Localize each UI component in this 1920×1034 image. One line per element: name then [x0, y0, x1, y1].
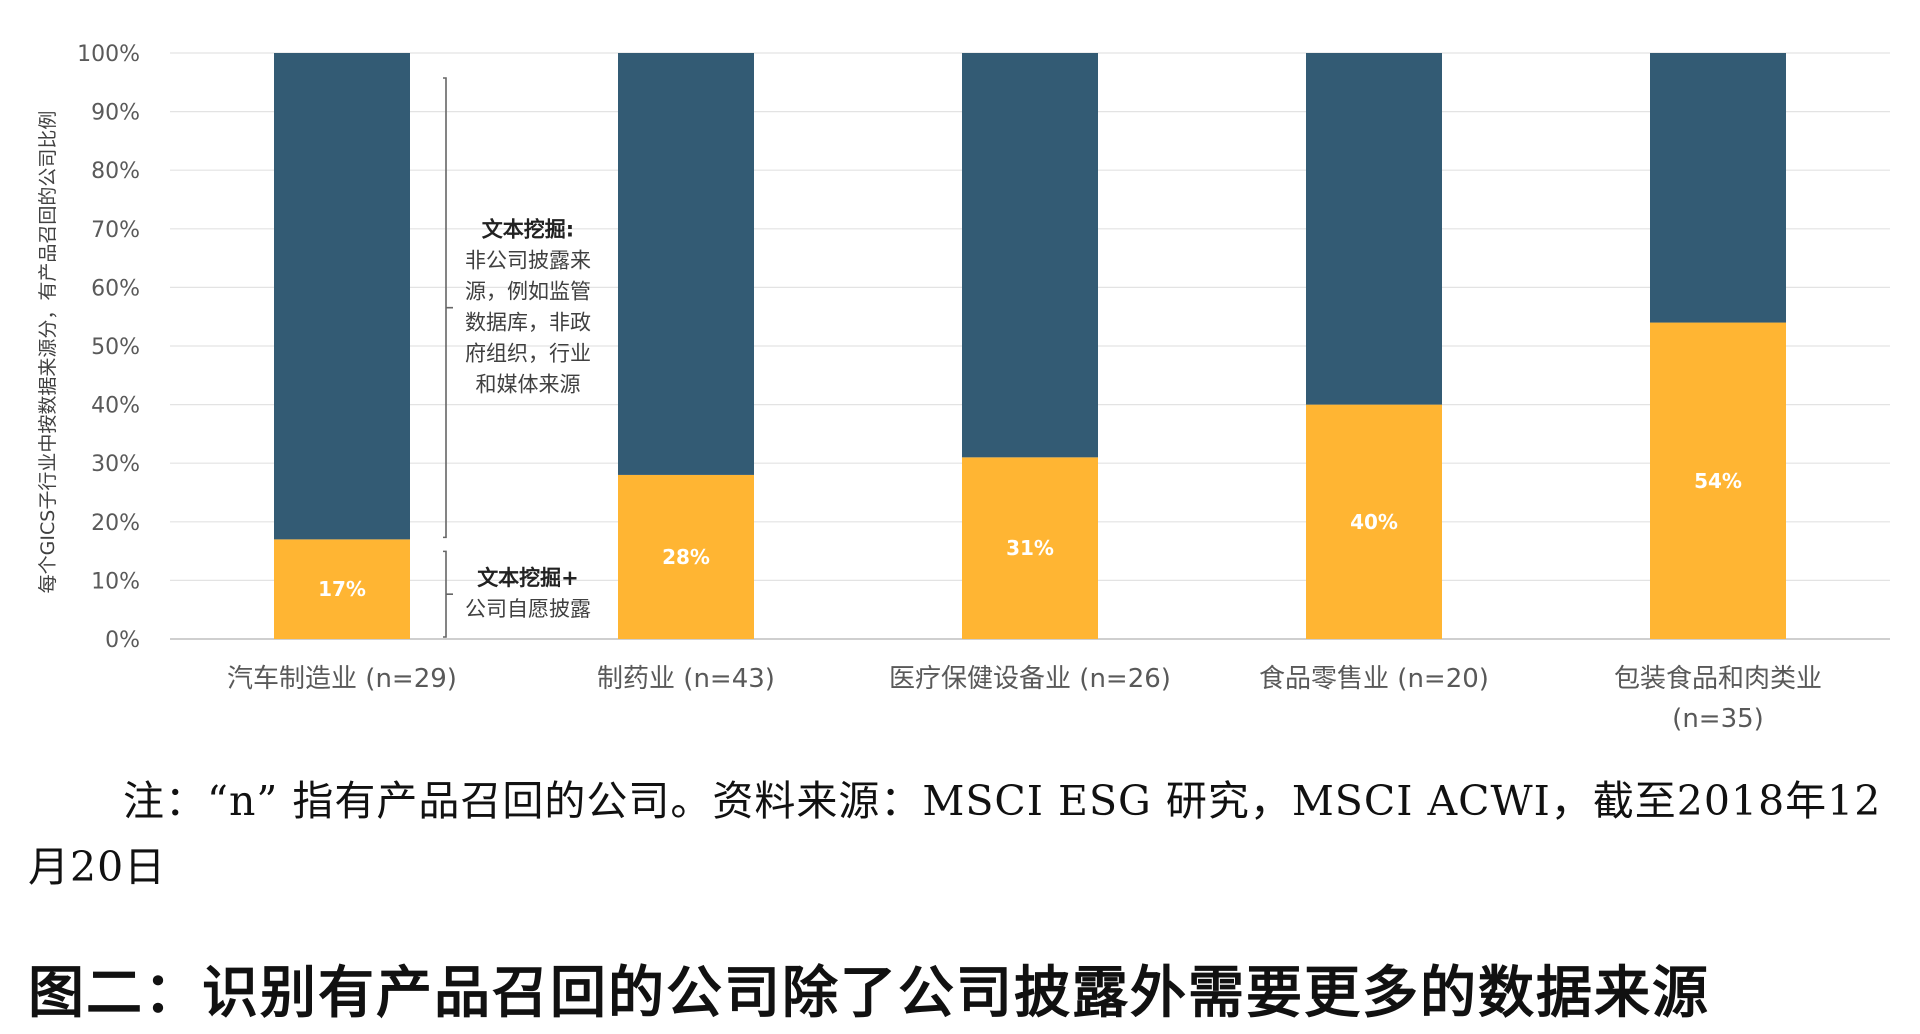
y-tick-label: 30%: [91, 452, 140, 477]
y-tick-label: 70%: [91, 218, 140, 243]
bar-segment-upper: [1650, 53, 1786, 323]
data-label: 17%: [318, 577, 366, 601]
data-labels: 17% 28% 31% 40% 54%: [318, 469, 1742, 601]
y-tick-label: 20%: [91, 511, 140, 536]
annotation-bracket: [443, 77, 453, 539]
bar-segment-upper: [1306, 53, 1442, 405]
data-label: 40%: [1350, 510, 1398, 534]
y-axis-ticks: 0% 10% 20% 30% 40% 50% 60% 70% 80% 90% 100%: [77, 42, 140, 653]
data-label: 54%: [1694, 469, 1742, 493]
y-tick-label: 0%: [105, 628, 140, 653]
bar-segment-lower: [618, 474, 754, 639]
x-axis-categories: 汽车制造业 (n=29) 制药业 (n=43) 医疗保健设备业 (n=26) 食品零售…: [227, 664, 1822, 734]
x-category-label: 食品零售业 (n=20): [1259, 664, 1489, 694]
annotation-title: 文本挖掘:: [482, 218, 574, 242]
bars: [274, 53, 1786, 639]
bar-segment-upper: [618, 53, 754, 475]
y-tick-label: 100%: [77, 42, 140, 67]
y-tick-label: 80%: [91, 159, 140, 184]
footnote: 注：“n” 指有产品召回的公司。资料来源：MSCI ESG 研究，MSCI AC…: [28, 777, 1882, 891]
data-label: 31%: [1006, 536, 1054, 560]
annotation-text: 和媒体来源: [476, 373, 581, 397]
annotation-text: 公司自愿披露: [465, 597, 591, 621]
x-category-label: 制药业 (n=43): [597, 664, 775, 694]
bar-segment-lower: [1650, 322, 1786, 639]
y-tick-label: 10%: [91, 569, 140, 594]
y-tick-label: 40%: [91, 394, 140, 419]
bar-segment-lower: [962, 457, 1098, 639]
bar-segment-upper: [274, 53, 410, 540]
y-axis-label: 每个GICS子行业中按数据来源分，有产品召回的公司比例: [37, 111, 59, 594]
annotation-text: 非公司披露来: [465, 249, 591, 273]
bar-segment-upper: [962, 53, 1098, 458]
annotation-text: 源，例如监管: [465, 280, 591, 304]
stacked-bar-chart: 0% 10% 20% 30% 40% 50% 60% 70% 80% 90% 100% 汽车制造业 …: [37, 42, 1890, 734]
y-tick-label: 60%: [91, 276, 140, 301]
y-tick-label: 50%: [91, 335, 140, 360]
x-category-label: (n=35): [1672, 704, 1764, 734]
annotation-title: 文本挖掘+: [477, 566, 579, 590]
annotation-bracket: [443, 550, 453, 638]
annotation-text: 数据库，非政: [465, 311, 591, 335]
y-tick-label: 90%: [91, 101, 140, 126]
x-category-label: 汽车制造业 (n=29): [227, 664, 457, 694]
annotation-text: 府组织，行业: [465, 342, 591, 366]
x-category-label: 医疗保健设备业 (n=26): [889, 664, 1171, 694]
data-label: 28%: [662, 545, 710, 569]
x-category-label: 包装食品和肉类业: [1614, 664, 1822, 694]
bar-segment-lower: [1306, 404, 1442, 639]
bar-segment-lower: [274, 539, 410, 639]
figure-caption: 图二：识别有产品召回的公司除了公司披露外需要更多的数据来源: [28, 961, 1710, 1026]
